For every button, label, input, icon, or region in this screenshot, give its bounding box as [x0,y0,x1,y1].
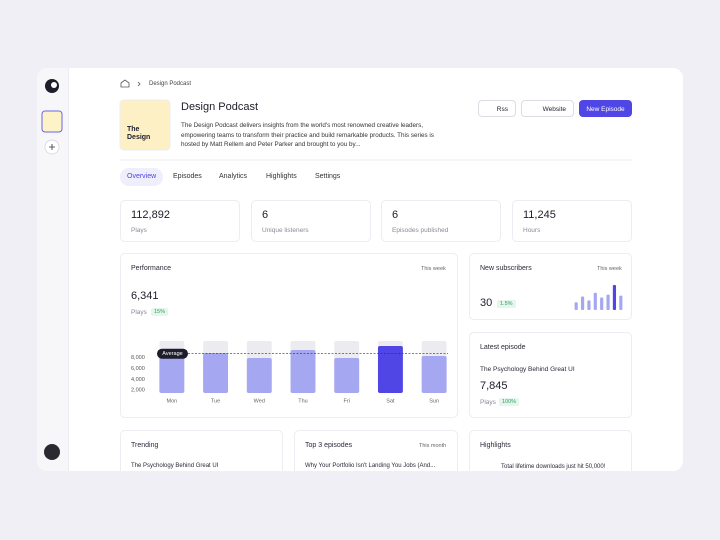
plus [49,144,55,150]
metric: Plays [131,309,147,316]
total: 6,341 [131,290,159,302]
episode-title: The Psychology Behind Great UI [480,366,575,373]
title: Design Podcast [181,101,259,113]
tab[interactable]: Settings [315,173,341,180]
change-badge: 15% [151,308,169,316]
tab[interactable]: Analytics [219,173,248,180]
change-badge: 1.5% [497,300,516,308]
period: This week [421,266,446,272]
total: 30 [480,297,493,309]
item[interactable]: The Psychology Behind Great UI [131,463,219,469]
card-title: Trending [131,442,159,449]
stat-value: 6 [262,209,269,221]
stat-label: Unique listeners [262,227,309,234]
podcast-thumb[interactable] [41,110,63,133]
sidebar [37,68,69,471]
metric: Plays [480,399,496,406]
tab[interactable]: Episodes [173,173,202,180]
tab[interactable]: Overview [120,168,164,186]
card-title: New subscribers [480,265,532,272]
cover-text: The Design [127,126,151,141]
website-button[interactable]: Website [521,100,574,117]
tab[interactable]: Highlights [266,173,297,180]
backdrop [0,471,720,540]
subscribers-card [469,253,632,320]
item[interactable]: Why Your Portfolio Isn't Landing You Job… [305,463,436,469]
period: This month [419,443,447,449]
stat-value: 112,892 [131,209,170,221]
card-title: Latest episode [480,344,526,351]
rss-button[interactable]: Rss [478,100,516,117]
period: This week [597,266,622,272]
stat-card [512,200,632,242]
home-icon[interactable] [120,79,130,88]
breadcrumb[interactable]: Design Podcast [149,81,192,87]
cover [119,99,171,151]
item: Total lifetime downloads just hit 50,000… [501,464,606,470]
logo [51,82,57,88]
stat-card [381,200,501,242]
change-badge: 100% [499,398,520,406]
plays: 7,845 [480,380,508,392]
performance-card [120,253,458,418]
stat-label: Hours [523,227,541,234]
avatar[interactable] [44,444,60,460]
stat-card [120,200,240,242]
stat-card [251,200,371,242]
stat-label: Episodes published [392,227,449,234]
description: The Design Podcast delivers insights fro… [181,122,434,149]
latest-episode-card [469,332,632,418]
stat-label: Plays [131,227,147,234]
card-title: Highlights [480,442,511,449]
stat-value: 6 [392,209,399,221]
card-title: Top 3 episodes [305,442,353,449]
card-title: Performance [131,265,172,272]
chevron [137,81,141,87]
new-episode-button[interactable]: New Episode [579,100,632,117]
stat-value: 11,245 [523,209,556,221]
